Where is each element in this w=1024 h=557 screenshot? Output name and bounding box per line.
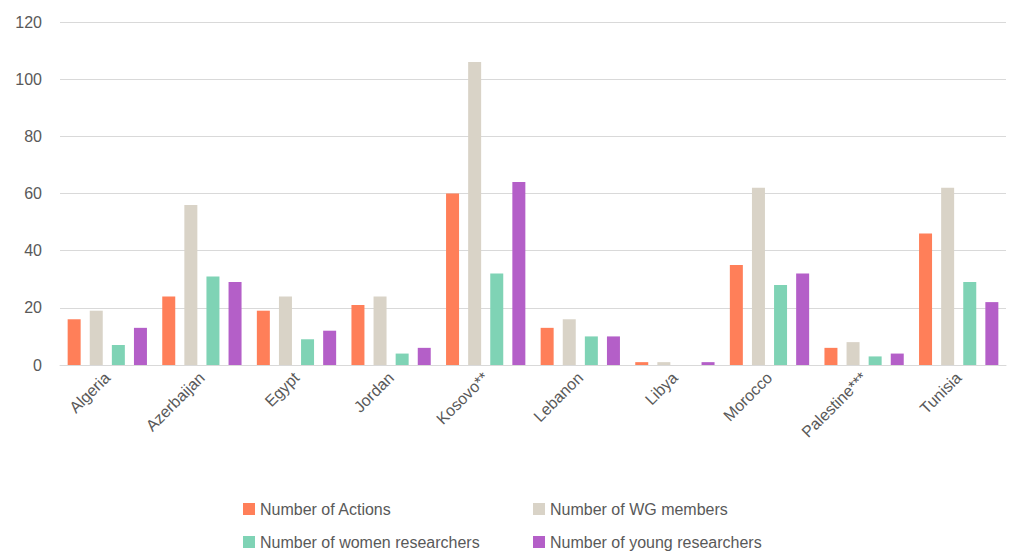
svg-text:Kosovo**: Kosovo**	[433, 369, 492, 428]
svg-text:Libya: Libya	[642, 369, 681, 408]
svg-text:120: 120	[15, 14, 42, 31]
svg-text:Algeria: Algeria	[66, 369, 113, 416]
svg-text:Number of young researchers: Number of young researchers	[550, 534, 762, 551]
svg-text:60: 60	[24, 185, 42, 202]
svg-text:40: 40	[24, 242, 42, 259]
svg-text:Morocco: Morocco	[720, 369, 775, 424]
svg-text:100: 100	[15, 71, 42, 88]
svg-text:Number of women researchers: Number of women researchers	[260, 534, 480, 551]
svg-text:0: 0	[33, 357, 42, 374]
svg-text:Number of Actions: Number of Actions	[260, 501, 391, 518]
svg-text:Palestine***: Palestine***	[798, 369, 870, 441]
svg-text:Number of WG members: Number of WG members	[550, 501, 728, 518]
svg-text:Azerbaijan: Azerbaijan	[142, 369, 207, 434]
svg-text:Lebanon: Lebanon	[530, 369, 586, 425]
svg-text:Tunisia: Tunisia	[917, 369, 965, 417]
svg-text:Egypt: Egypt	[262, 369, 303, 410]
svg-text:80: 80	[24, 128, 42, 145]
svg-text:20: 20	[24, 299, 42, 316]
svg-text:Jordan: Jordan	[351, 369, 398, 416]
